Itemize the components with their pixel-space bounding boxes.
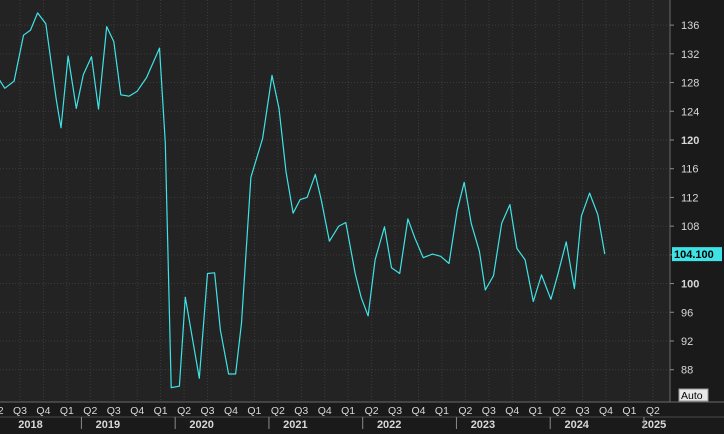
y-tick-label: 92	[681, 336, 693, 348]
x-year-label: 2019	[96, 419, 120, 429]
y-tick-label: 116	[681, 164, 699, 176]
x-quarter-label: Q2	[365, 405, 379, 417]
auto-scale-group[interactable]: Auto	[678, 388, 709, 402]
x-year-label: 2021	[283, 419, 307, 429]
x-year-label: 2018	[18, 419, 42, 429]
plot-background	[0, 0, 670, 402]
x-quarter-label: Q1	[60, 405, 74, 417]
x-axis-ticks: Q2 Q3 Q4 Q1 Q2 Q3 Q4 Q1 Q2 Q3 Q4 Q1 Q2 Q3 Q4 Q1 Q2 Q3 Q4 Q1…	[0, 405, 666, 431]
x-quarter-label: Q1	[154, 405, 168, 417]
last-value-text: 104.100	[674, 249, 714, 261]
x-quarter-label: Q4	[130, 405, 144, 417]
x-quarter-label: Q3	[294, 405, 308, 417]
x-quarter-label: Q1	[247, 405, 261, 417]
x-quarter-label: Q2	[552, 405, 566, 417]
x-quarter-label: Q1	[435, 405, 449, 417]
x-quarter-label: Q4	[411, 405, 425, 417]
last-value-badge	[672, 247, 722, 262]
y-tick-label: 88	[681, 365, 693, 377]
x-year-label: 2023	[471, 419, 495, 429]
y-axis-ticks: 889296100104108112116120124128132136	[670, 20, 699, 377]
x-quarter-label: Q4	[505, 405, 519, 417]
x-quarter-label: Q1	[622, 405, 636, 417]
y-tick-label: 108	[681, 221, 699, 233]
y-tick-label: 132	[681, 49, 699, 61]
x-quarter-label: Q4	[224, 405, 238, 417]
x-quarter-label: Q3	[107, 405, 121, 417]
x-quarter-label: Q1	[341, 405, 355, 417]
x-quarter-label: Q3	[13, 405, 27, 417]
y-tick-label: 96	[681, 307, 693, 319]
y-tick-label: 100	[681, 279, 699, 291]
x-quarter-label: Q2	[646, 405, 660, 417]
auto-scale-label: Auto	[681, 390, 703, 402]
x-quarter-label: Q2	[177, 405, 191, 417]
x-quarter-label: Q3	[388, 405, 402, 417]
x-year-label: 2024	[564, 419, 589, 429]
x-quarter-label: Q4	[36, 405, 50, 417]
x-quarter-label: Q3	[576, 405, 590, 417]
x-quarter-label: Q2	[0, 405, 4, 417]
y-tick-label: 112	[681, 192, 699, 204]
x-year-label: 2022	[377, 419, 401, 429]
last-value-badge-group: 104.100	[672, 247, 722, 262]
x-quarter-label: Q1	[529, 405, 543, 417]
x-quarter-label: Q3	[201, 405, 215, 417]
x-year-label: 2020	[189, 419, 213, 429]
y-tick-label: 120	[681, 135, 699, 147]
x-axis-background	[0, 402, 724, 429]
x-quarter-label: Q2	[271, 405, 285, 417]
x-quarter-label: Q3	[482, 405, 496, 417]
x-quarter-label: Q2	[83, 405, 97, 417]
x-quarter-label: Q4	[599, 405, 613, 417]
y-tick-label: 128	[681, 78, 699, 90]
y-tick-label: 124	[681, 106, 699, 118]
series-line	[0, 12, 606, 389]
grid-layer	[0, 0, 670, 402]
x-quarter-label: Q2	[458, 405, 472, 417]
auto-scale-button[interactable]	[678, 388, 709, 402]
y-axis-background	[670, 0, 724, 429]
x-quarter-label: Q4	[318, 405, 332, 417]
x-year-label: 2025	[642, 419, 666, 429]
series-layer	[0, 12, 606, 389]
y-tick-label: 136	[681, 20, 699, 32]
